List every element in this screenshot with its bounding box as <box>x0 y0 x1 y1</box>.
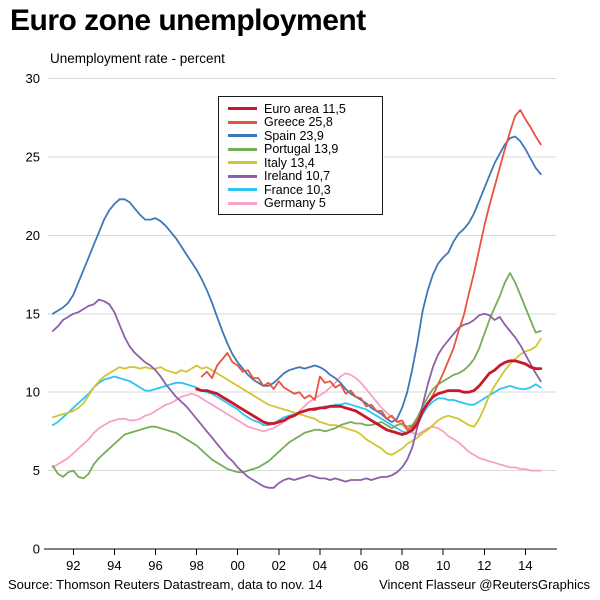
legend-swatch <box>228 134 257 138</box>
legend-swatch <box>228 174 257 178</box>
page-title: Euro zone unemployment <box>10 4 366 37</box>
legend-item-france: France 10,3 <box>228 183 378 197</box>
series-line-spain <box>51 135 542 423</box>
source-note: Source: Thomson Reuters Datastream, data… <box>8 577 323 592</box>
legend-swatch <box>228 188 257 192</box>
footer-row: Source: Thomson Reuters Datastream, data… <box>8 577 590 592</box>
legend-item-italy: Italy 13,4 <box>228 156 378 170</box>
x-tick-label: 02 <box>272 558 286 573</box>
y-tick-label: 30 <box>26 71 40 86</box>
legend-swatch <box>228 107 257 111</box>
x-tick-label: 96 <box>148 558 162 573</box>
y-tick-label: 25 <box>26 149 40 164</box>
x-tick-label: 98 <box>189 558 203 573</box>
legend-label: Spain 23,9 <box>264 128 324 143</box>
x-tick-label: 14 <box>518 558 532 573</box>
legend-item-spain: Spain 23,9 <box>228 129 378 143</box>
x-tick-label: 04 <box>313 558 327 573</box>
x-tick-label: 08 <box>395 558 409 573</box>
y-tick-label: 10 <box>26 385 40 400</box>
x-tick-label: 06 <box>354 558 368 573</box>
legend-label: Greece 25,8 <box>264 115 333 130</box>
legend-item-greece: Greece 25,8 <box>228 115 378 130</box>
x-tick-label: 92 <box>66 558 80 573</box>
legend-item-portugal: Portugal 13,9 <box>228 142 378 157</box>
y-tick-label: 20 <box>26 228 40 243</box>
legend-swatch <box>228 147 257 151</box>
legend-label: Ireland 10,7 <box>264 169 331 184</box>
series-line-portugal <box>51 272 542 480</box>
legend-label: Italy 13,4 <box>264 155 315 170</box>
x-tick-label: 12 <box>477 558 491 573</box>
legend-label: Germany 5 <box>264 196 326 211</box>
series-line-euro-area <box>195 359 543 436</box>
x-tick-label: 00 <box>230 558 244 573</box>
legend-item-euro-area: Euro area 11,5 <box>228 102 378 116</box>
legend-item-ireland: Ireland 10,7 <box>228 169 378 184</box>
x-tick-label: 94 <box>107 558 121 573</box>
legend-swatch <box>228 161 257 165</box>
series-line-germany <box>51 372 542 472</box>
legend-item-germany: Germany 5 <box>228 196 378 211</box>
legend-swatch <box>228 201 257 205</box>
legend-swatch <box>228 120 257 124</box>
series-line-greece <box>200 109 542 431</box>
y-tick-label: 0 <box>33 542 40 557</box>
legend-label: Euro area 11,5 <box>264 101 346 116</box>
legend-label: Portugal 13,9 <box>264 142 339 157</box>
legend-label: France 10,3 <box>264 182 331 197</box>
y-tick-label: 5 <box>33 463 40 478</box>
chart-subtitle: Unemployment rate - percent <box>50 51 225 66</box>
attribution: Vincent Flasseur @ReutersGraphics <box>379 577 590 592</box>
y-tick-label: 15 <box>26 306 40 321</box>
x-tick-label: 10 <box>436 558 450 573</box>
legend-box: Euro area 11,5 Greece 25,8 Spain 23,9 Portu… <box>218 96 383 215</box>
